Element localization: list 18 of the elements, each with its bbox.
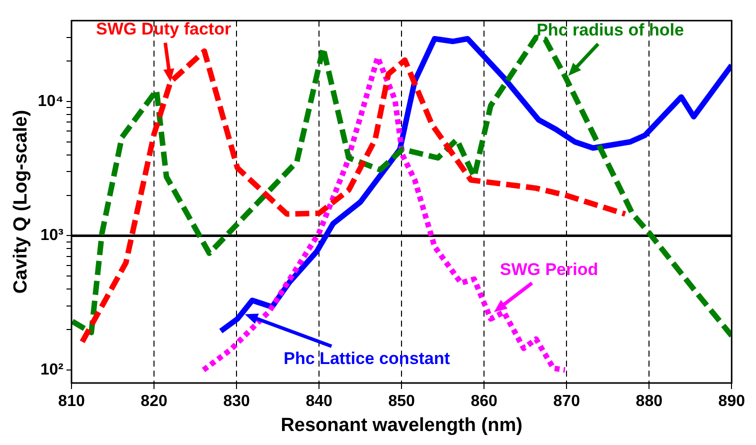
x-tick-label: 860	[470, 393, 498, 410]
annotation: SWG Period	[500, 260, 598, 279]
x-tick-label: 890	[718, 393, 746, 410]
x-tick-label: 840	[306, 393, 333, 410]
y-tick-label: 10⁴	[38, 92, 64, 110]
x-tick-label: 870	[553, 393, 580, 410]
y-axis-title: Cavity Q (Log-scale)	[10, 110, 32, 294]
annotation: Phc radius of hole	[536, 20, 684, 40]
x-tick-label: 850	[388, 393, 416, 410]
x-tick-label: 830	[223, 393, 250, 410]
x-tick-label: 820	[140, 393, 168, 410]
x-tick-label: 880	[636, 393, 663, 410]
annotation: SWG Duty factor	[96, 20, 232, 39]
x-tick-label: 810	[58, 393, 85, 410]
x-axis-title: Resonant wavelength (nm)	[280, 414, 522, 436]
y-tick-label: 10³	[40, 227, 64, 244]
y-tick-label: 10²	[40, 361, 64, 378]
annotation: Phc Lattice constant	[284, 348, 450, 368]
